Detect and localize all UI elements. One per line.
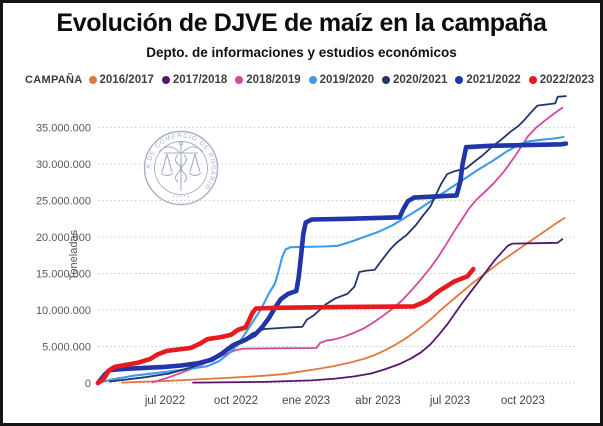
legend-dot-icon xyxy=(235,76,244,84)
y-tick-label: 15.000.000 xyxy=(36,269,91,281)
x-tick-label: abr 2023 xyxy=(355,395,400,407)
legend-item-label: 2016/2017 xyxy=(99,74,154,86)
legend-item-label: 2018/2019 xyxy=(246,74,301,86)
legend-item: 2020/2021 xyxy=(382,74,447,86)
series-line-2018-2019 xyxy=(151,106,564,384)
legend-item-label: 2020/2021 xyxy=(393,74,448,86)
series-lines xyxy=(95,95,569,386)
y-tick-label: 20.000.000 xyxy=(36,232,91,244)
chart-canvas: BOLSA DE COMERCIO DE ROSARIO 0 5.000.000 1… xyxy=(3,3,575,408)
x-tick-label: jul 2023 xyxy=(429,395,470,407)
legend-item: 2019/2020 xyxy=(308,74,375,86)
y-tick-label: 25.000.000 xyxy=(36,196,91,208)
legend-item-label: 2017/2018 xyxy=(172,74,228,86)
legend-dot-icon xyxy=(382,76,391,84)
legend: CAMPAÑA 2016/2017 2017/2018 2018/2019 2019/… xyxy=(25,74,600,86)
legend-item: 2016/2017 xyxy=(88,74,154,86)
legend-dot-icon xyxy=(88,76,97,84)
x-tick-label: jul 2022 xyxy=(144,395,185,407)
y-axis-title: Toneladas xyxy=(68,229,80,280)
series-line-2022-2023 xyxy=(95,266,476,386)
y-tick-label: 30.000.000 xyxy=(36,159,91,171)
legend-item: 2022/2023 xyxy=(528,74,595,86)
legend-dot-icon xyxy=(161,76,170,84)
legend-dot-icon xyxy=(455,76,464,84)
legend-dot-icon xyxy=(528,76,537,84)
gridlines xyxy=(98,127,575,384)
series-line-2021-2022 xyxy=(95,141,569,386)
series-line-2016-2017 xyxy=(120,217,566,384)
legend-item: 2018/2019 xyxy=(235,74,301,86)
y-tick-label: 5.000.000 xyxy=(42,342,91,354)
series-line-2017-2018 xyxy=(192,238,564,384)
legend-item: 2021/2022 xyxy=(455,74,521,86)
series-line-2019-2020 xyxy=(96,135,565,385)
legend-item-label: 2021/2022 xyxy=(466,74,521,86)
chart-title: Evolución de DJVE de maíz en la campaña xyxy=(56,9,547,37)
y-tick-label: 35.000.000 xyxy=(36,123,91,135)
legend-dot-icon xyxy=(308,76,317,84)
legend-label: CAMPAÑA xyxy=(25,74,83,86)
y-tick-label: 10.000.000 xyxy=(36,305,91,317)
legend-item: 2017/2018 xyxy=(161,74,228,86)
chart-subtitle: Depto. de informaciones y estudios econó… xyxy=(146,45,457,60)
caduceus-icon xyxy=(158,141,204,197)
y-tick-label: 0 xyxy=(85,378,91,390)
legend-item-label: 2019/2020 xyxy=(319,74,375,86)
legend-item-label: 2022/2023 xyxy=(539,74,595,86)
bcr-seal-watermark: BOLSA DE COMERCIO DE ROSARIO xyxy=(3,3,219,206)
x-tick-label: oct 2023 xyxy=(501,395,545,407)
axis-ticks: 0 5.000.000 10.000.000 15.000.000 20.000.000… xyxy=(36,123,545,408)
x-tick-label: ene 2023 xyxy=(282,395,330,407)
x-tick-label: oct 2022 xyxy=(214,395,258,407)
